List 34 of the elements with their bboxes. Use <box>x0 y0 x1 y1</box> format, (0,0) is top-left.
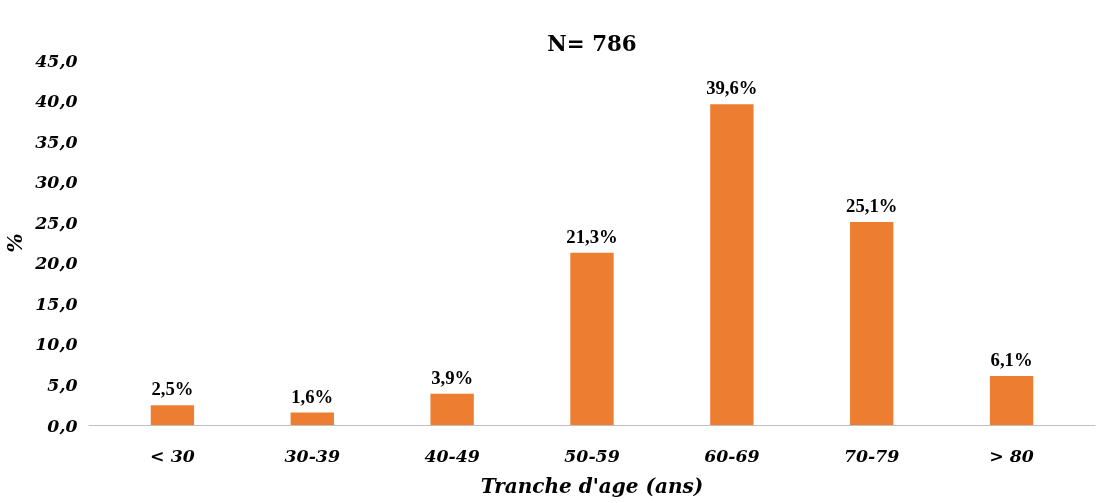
data-label: 25,1% <box>846 194 898 216</box>
y-tick-label: 5,0 <box>47 374 78 395</box>
y-tick-label: 0,0 <box>47 415 78 436</box>
y-tick-label: 20,0 <box>34 253 78 274</box>
x-tick-label: > 80 <box>989 445 1034 466</box>
x-tick-label: 30-39 <box>284 445 340 466</box>
y-tick-label: 45,0 <box>35 50 78 71</box>
y-tick-label: 25,0 <box>34 212 78 233</box>
x-axis-title: Tranche d'age (ans) <box>480 473 704 498</box>
y-tick-label: 30,0 <box>35 172 78 193</box>
x-tick-label: 70-79 <box>844 445 900 466</box>
bar <box>570 252 614 426</box>
data-label: 2,5% <box>151 378 194 400</box>
y-axis-title: % <box>3 233 28 253</box>
x-tick-label: < 30 <box>150 445 195 466</box>
data-label: 39,6% <box>706 77 758 99</box>
y-tick-label: 35,0 <box>35 131 78 152</box>
y-tick-label: 15,0 <box>35 293 78 314</box>
bar <box>989 376 1034 426</box>
bar <box>850 221 894 426</box>
x-tick-label: 60-69 <box>704 445 760 466</box>
bar <box>290 412 334 426</box>
bar <box>710 104 754 426</box>
data-label: 21,3% <box>566 225 618 247</box>
x-tick-label: 50-59 <box>564 445 620 466</box>
y-tick-label: 10,0 <box>35 334 78 355</box>
data-label: 1,6% <box>291 385 334 407</box>
chart-title: N= 786 <box>547 30 637 56</box>
y-tick-label: 40,0 <box>35 91 78 112</box>
data-label: 3,9% <box>431 366 474 388</box>
bar <box>430 393 474 426</box>
bar <box>150 405 195 426</box>
x-tick-label: 40-49 <box>424 445 480 466</box>
data-label: 6,1% <box>990 349 1033 371</box>
